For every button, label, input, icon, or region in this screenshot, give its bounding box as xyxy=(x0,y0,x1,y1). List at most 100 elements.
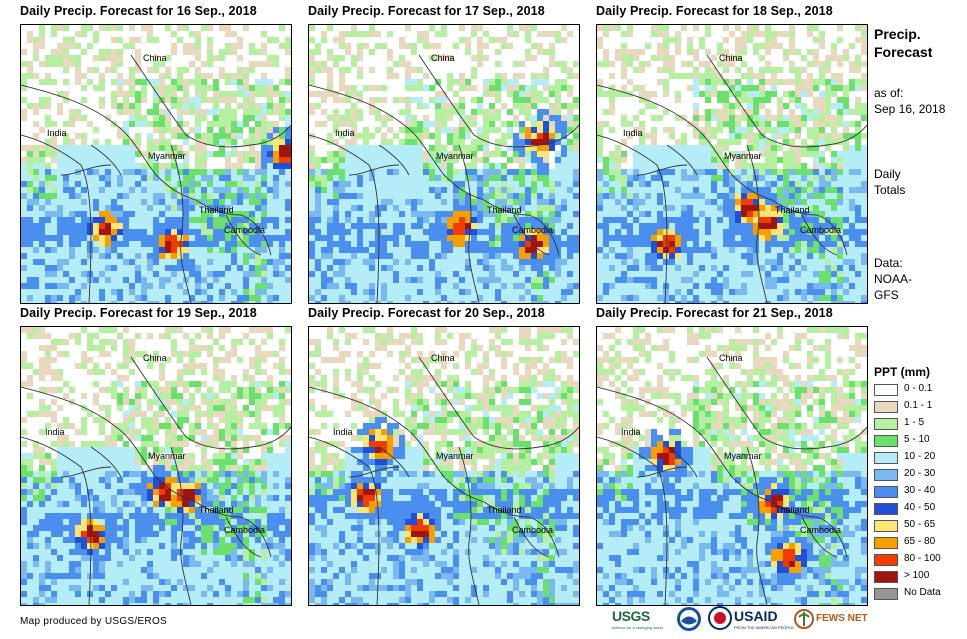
raster-cell xyxy=(849,103,855,109)
raster-cell xyxy=(507,277,513,283)
raster-cell xyxy=(237,283,243,289)
raster-cell xyxy=(45,91,51,97)
raster-cell xyxy=(411,31,417,37)
raster-cell xyxy=(429,277,435,283)
raster-cell xyxy=(531,97,537,103)
raster-cell xyxy=(801,25,807,31)
raster-cell xyxy=(597,43,603,49)
raster-cell xyxy=(807,97,813,103)
raster-cell xyxy=(231,241,237,247)
raster-cell xyxy=(219,229,225,235)
raster-cell xyxy=(705,73,711,79)
raster-cell xyxy=(93,31,99,37)
raster-cell xyxy=(477,277,483,283)
raster-cell xyxy=(261,199,267,205)
raster-cell xyxy=(279,31,285,37)
raster-cell xyxy=(393,73,399,79)
raster-cell xyxy=(267,139,273,145)
raster-cell xyxy=(471,187,477,193)
raster-cell xyxy=(339,157,345,163)
raster-cell xyxy=(147,37,153,43)
raster-cell xyxy=(87,43,93,49)
raster-cell xyxy=(141,205,147,211)
raster-cell xyxy=(219,139,225,145)
raster-cell xyxy=(195,217,201,223)
raster-cell xyxy=(363,235,369,241)
raster-cell xyxy=(273,43,279,49)
raster-cell xyxy=(255,109,261,115)
raster-cell xyxy=(63,61,69,67)
raster-cell xyxy=(513,91,519,97)
raster-cell xyxy=(309,205,315,211)
raster-cell xyxy=(417,241,423,247)
raster-cell xyxy=(231,67,237,73)
raster-cell xyxy=(405,187,411,193)
raster-cell xyxy=(747,43,753,49)
raster-cell xyxy=(627,97,633,103)
raster-cell xyxy=(33,109,39,115)
raster-cell xyxy=(423,67,429,73)
raster-cell xyxy=(63,109,69,115)
raster-cell xyxy=(189,181,195,187)
raster-cell xyxy=(549,79,555,85)
raster-cell xyxy=(501,229,507,235)
raster-cell xyxy=(345,199,351,205)
raster-cell xyxy=(417,85,423,91)
raster-cell xyxy=(75,91,81,97)
raster-cell xyxy=(267,277,273,283)
raster-cell xyxy=(855,115,861,121)
boundary-line xyxy=(483,199,560,256)
raster-cell xyxy=(441,145,447,151)
raster-cell xyxy=(819,79,825,85)
raster-cell xyxy=(213,193,219,199)
raster-cell xyxy=(351,175,357,181)
raster-cell xyxy=(309,235,315,241)
raster-cell xyxy=(153,109,159,115)
raster-cell xyxy=(357,247,363,253)
raster-cell xyxy=(513,145,519,151)
raster-cell xyxy=(759,43,765,49)
raster-cell xyxy=(741,61,747,67)
raster-cell xyxy=(687,91,693,97)
forecast-panel-17: Daily Precip. Forecast for 17 Sep., 2018… xyxy=(308,4,598,304)
raster-cell xyxy=(771,97,777,103)
raster-cell xyxy=(375,127,381,133)
raster-cell xyxy=(699,91,705,97)
raster-cell xyxy=(525,199,531,205)
raster-cell xyxy=(477,283,483,289)
raster-cell xyxy=(33,223,39,229)
raster-cell xyxy=(141,151,147,157)
raster-cell xyxy=(129,61,135,67)
raster-cell xyxy=(21,205,27,211)
raster-cell xyxy=(675,115,681,121)
raster-cell xyxy=(135,277,141,283)
raster-cell xyxy=(135,265,141,271)
raster-cell xyxy=(183,205,189,211)
raster-cell xyxy=(399,103,405,109)
raster-cell xyxy=(555,133,561,139)
raster-cell xyxy=(21,193,27,199)
raster-cell xyxy=(495,193,501,199)
raster-cell xyxy=(45,163,51,169)
raster-cell xyxy=(213,31,219,37)
raster-cell xyxy=(351,205,357,211)
raster-cell xyxy=(45,211,51,217)
raster-cell xyxy=(711,37,717,43)
raster-cell xyxy=(573,133,579,139)
raster-cell xyxy=(381,73,387,79)
raster-cell xyxy=(315,109,321,115)
panel-title: Daily Precip. Forecast for 16 Sep., 2018 xyxy=(20,4,257,18)
raster-cell xyxy=(231,265,237,271)
raster-cell xyxy=(237,133,243,139)
raster-cell xyxy=(87,235,93,241)
raster-cell xyxy=(63,145,69,151)
raster-cell xyxy=(63,37,69,43)
raster-cell xyxy=(495,55,501,61)
raster-cell xyxy=(573,73,579,79)
raster-cell xyxy=(441,163,447,169)
raster-cell xyxy=(441,271,447,277)
raster-cell xyxy=(603,73,609,79)
raster-cell xyxy=(771,91,777,97)
raster-cell xyxy=(381,265,387,271)
raster-cell xyxy=(351,217,357,223)
